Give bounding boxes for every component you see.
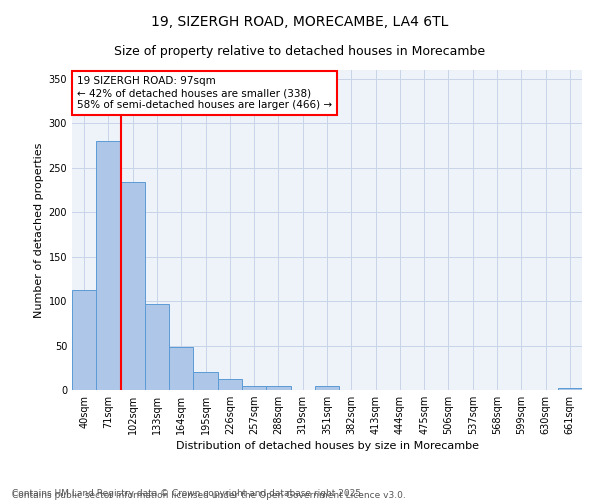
Text: 19 SIZERGH ROAD: 97sqm
← 42% of detached houses are smaller (338)
58% of semi-de: 19 SIZERGH ROAD: 97sqm ← 42% of detached… [77,76,332,110]
Text: 19, SIZERGH ROAD, MORECAMBE, LA4 6TL: 19, SIZERGH ROAD, MORECAMBE, LA4 6TL [151,15,449,29]
Bar [315,386,339,390]
Bar [558,388,582,390]
Text: Contains HM Land Registry data © Crown copyright and database right 2025.: Contains HM Land Registry data © Crown c… [12,488,364,498]
Bar [96,141,121,390]
Text: Contains public sector information licensed under the Open Government Licence v3: Contains public sector information licen… [12,491,406,500]
X-axis label: Distribution of detached houses by size in Morecambe: Distribution of detached houses by size … [176,442,479,452]
Bar [145,304,169,390]
Bar [72,290,96,390]
Y-axis label: Number of detached properties: Number of detached properties [34,142,44,318]
Text: Size of property relative to detached houses in Morecambe: Size of property relative to detached ho… [115,45,485,58]
Bar [169,348,193,390]
Bar [121,182,145,390]
Bar [266,386,290,390]
Bar [193,372,218,390]
Bar [242,386,266,390]
Bar [218,380,242,390]
